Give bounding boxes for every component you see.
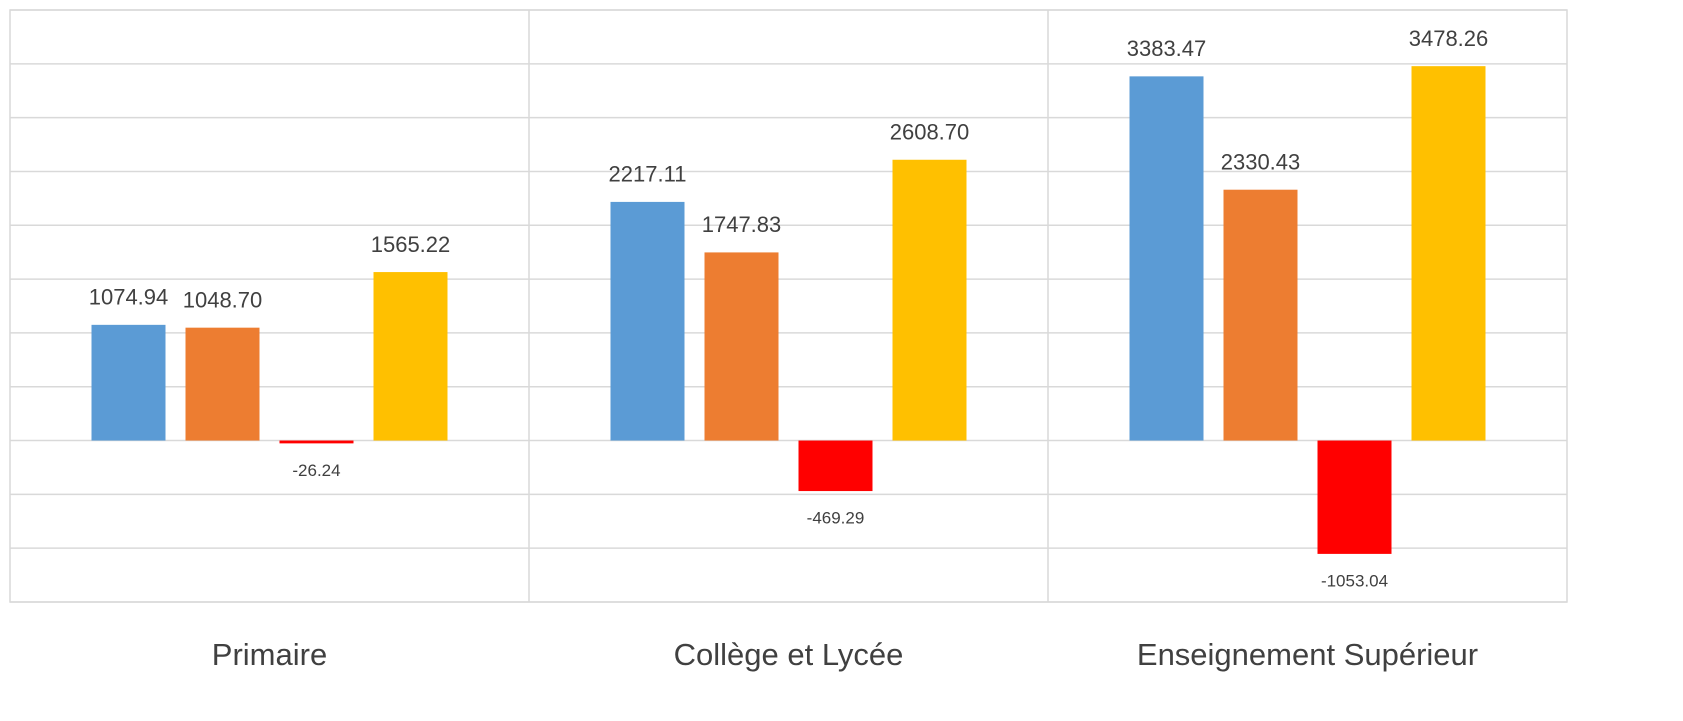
data-label: 1048.70: [183, 287, 263, 312]
x-tick-label: Collège et Lycée: [674, 637, 904, 672]
bar: [892, 159, 967, 441]
bar: [91, 324, 166, 441]
data-label: -1053.04: [1321, 571, 1388, 590]
data-label: -26.24: [292, 461, 340, 480]
bar: [1129, 76, 1204, 441]
bar: [1411, 66, 1486, 441]
bar: [1223, 189, 1298, 441]
data-label: 1074.94: [89, 285, 169, 310]
data-label: 1747.83: [702, 212, 782, 237]
data-label: -469.29: [807, 509, 865, 528]
data-label: 2608.70: [890, 120, 970, 145]
bar: [704, 252, 779, 441]
bar: [185, 327, 260, 441]
x-tick-label: Enseignement Supérieur: [1137, 637, 1478, 672]
data-label: 3383.47: [1127, 36, 1207, 61]
data-label: 3478.26: [1409, 26, 1489, 51]
bar: [279, 440, 354, 444]
x-tick-label: Primaire: [212, 637, 327, 672]
bar: [1317, 440, 1392, 554]
data-label: 2330.43: [1221, 150, 1301, 175]
bar: [373, 272, 448, 441]
bar: [798, 440, 873, 492]
data-label: 1565.22: [371, 232, 451, 257]
plot-frame: [9, 9, 1568, 603]
data-label: 2217.11: [609, 162, 687, 187]
bar: [610, 201, 685, 441]
